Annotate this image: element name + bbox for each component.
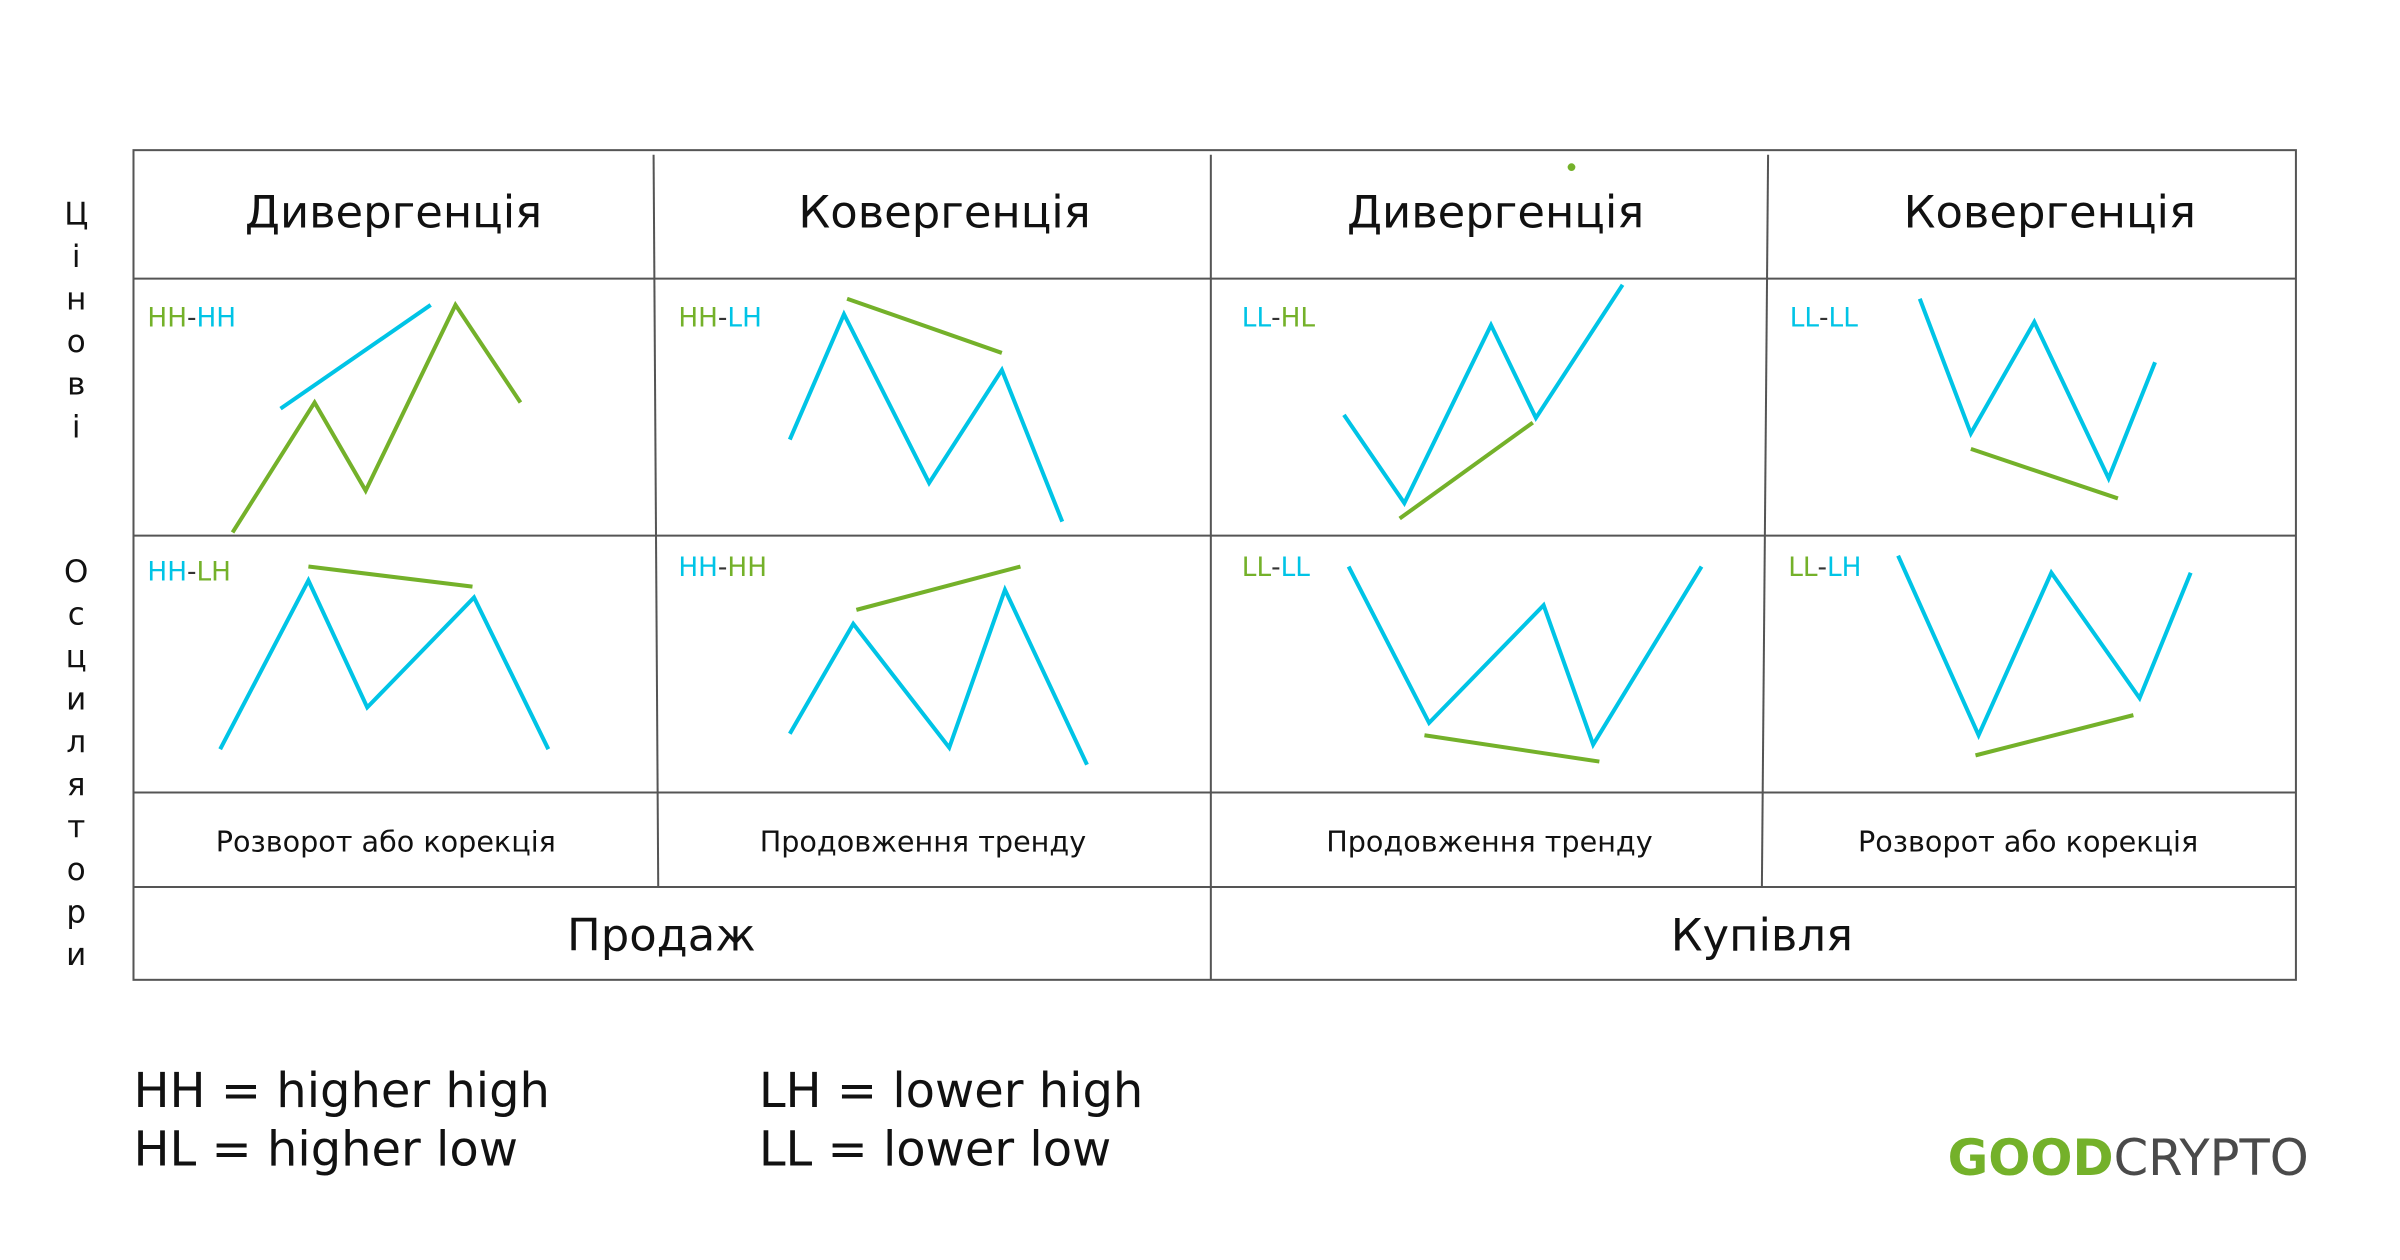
cell-label: HH-LH	[678, 304, 762, 334]
cell-label-part: LH	[1827, 553, 1861, 583]
cell-label: HH-HH	[147, 304, 236, 334]
cell-label-part: LL	[1281, 553, 1311, 583]
side-letter: и	[66, 937, 86, 973]
trend-line	[846, 296, 1003, 355]
cell-label-part: LL	[1790, 304, 1820, 334]
side-letter: и	[66, 682, 86, 718]
pattern-drawings	[218, 283, 2193, 766]
cell-label-part: HH	[196, 304, 236, 334]
svg-text:GOODCRYPTO: GOODCRYPTO	[1948, 1129, 2309, 1187]
cell-label-part: -	[1819, 304, 1829, 334]
cell-label: HH-LH	[147, 557, 230, 587]
side-letter: я	[67, 767, 86, 803]
side-letter: і	[72, 239, 81, 275]
action-sell: Продаж	[567, 908, 756, 961]
trend-line	[1398, 420, 1534, 521]
trend-line	[1424, 733, 1600, 764]
price-line	[230, 300, 523, 534]
cell-label-part: -	[718, 304, 728, 334]
header-convergence-buy: Ковергенція	[1904, 186, 2196, 239]
header-divergence-buy: Дивергенція	[1347, 186, 1644, 239]
cell-label-part: LL	[1242, 553, 1272, 583]
cell-label-part: LL	[1242, 304, 1272, 334]
trend-line	[855, 564, 1021, 612]
side-letter: ц	[66, 639, 87, 675]
goodcrypto-logo: GOODCRYPTO	[1948, 1129, 2309, 1187]
cell-label: LL-LL	[1242, 553, 1310, 583]
cell-label-part: LL	[1829, 304, 1859, 334]
side-letter: о	[67, 852, 86, 888]
side-letter: О	[64, 554, 88, 590]
header-convergence-sell: Ковергенція	[798, 186, 1090, 239]
side-letter: Ц	[64, 196, 88, 232]
oscillator-line	[788, 584, 1089, 766]
oscillator-line	[1896, 554, 2193, 741]
legend-lh: LH = lower high	[759, 1063, 1143, 1119]
trend-line	[1970, 446, 2119, 501]
price-line	[1342, 283, 1625, 508]
side-letter: т	[67, 809, 85, 845]
oscillator-line	[218, 575, 551, 751]
cell-label-part: -	[1271, 304, 1281, 334]
table-grid	[132, 149, 2297, 981]
trend-line	[308, 564, 473, 589]
side-letter: н	[66, 282, 86, 318]
oscillator-line	[1346, 565, 1704, 750]
header-divergence-sell: Дивергенція	[245, 186, 542, 239]
cell-label-part: -	[718, 553, 728, 583]
side-letter: р	[66, 895, 86, 931]
cell-label-part: -	[187, 557, 197, 587]
cell-label-part: LH	[727, 304, 761, 334]
cell-label-part: HH	[727, 553, 767, 583]
cell-label-part: HL	[1281, 304, 1316, 334]
action-buy: Купівля	[1671, 908, 1853, 961]
cell-label-part: LL	[1788, 553, 1818, 583]
legend-hh: HH = higher high	[133, 1063, 549, 1119]
cell-label-part: -	[1818, 553, 1828, 583]
price-line	[787, 309, 1065, 523]
cell-label: HH-HH	[678, 553, 767, 583]
side-letter: о	[67, 324, 86, 360]
trend-line	[1975, 713, 2134, 758]
cell-label-part: HH	[147, 557, 187, 587]
side-letter: с	[68, 597, 85, 633]
cell-label-part: HH	[678, 553, 718, 583]
outcome-reversal-buy: Розворот або корекція	[1858, 824, 2198, 858]
side-letter: л	[66, 724, 86, 760]
side-letter: в	[67, 367, 85, 403]
legend-ll: LL = lower low	[759, 1122, 1111, 1178]
outcome-continuation-sell: Продовження тренду	[760, 824, 1086, 858]
outcome-reversal-sell: Розворот або корекція	[216, 824, 556, 858]
side-letter: і	[72, 409, 81, 445]
cell-label: LL-LH	[1788, 553, 1861, 583]
cell-label-part: LH	[196, 557, 230, 587]
cell-label-part: HH	[147, 304, 187, 334]
trend-line	[279, 303, 432, 411]
cell-label-part: -	[1271, 553, 1281, 583]
cell-label-part: -	[187, 304, 197, 334]
dot	[1567, 163, 1576, 172]
outcome-continuation-buy: Продовження тренду	[1326, 824, 1652, 858]
cell-label: LL-HL	[1242, 304, 1316, 334]
cell-label: LL-LL	[1790, 304, 1858, 334]
cell-label-part: HH	[678, 304, 718, 334]
price-line	[1917, 298, 2157, 484]
legend-hl: HL = higher low	[133, 1122, 517, 1178]
